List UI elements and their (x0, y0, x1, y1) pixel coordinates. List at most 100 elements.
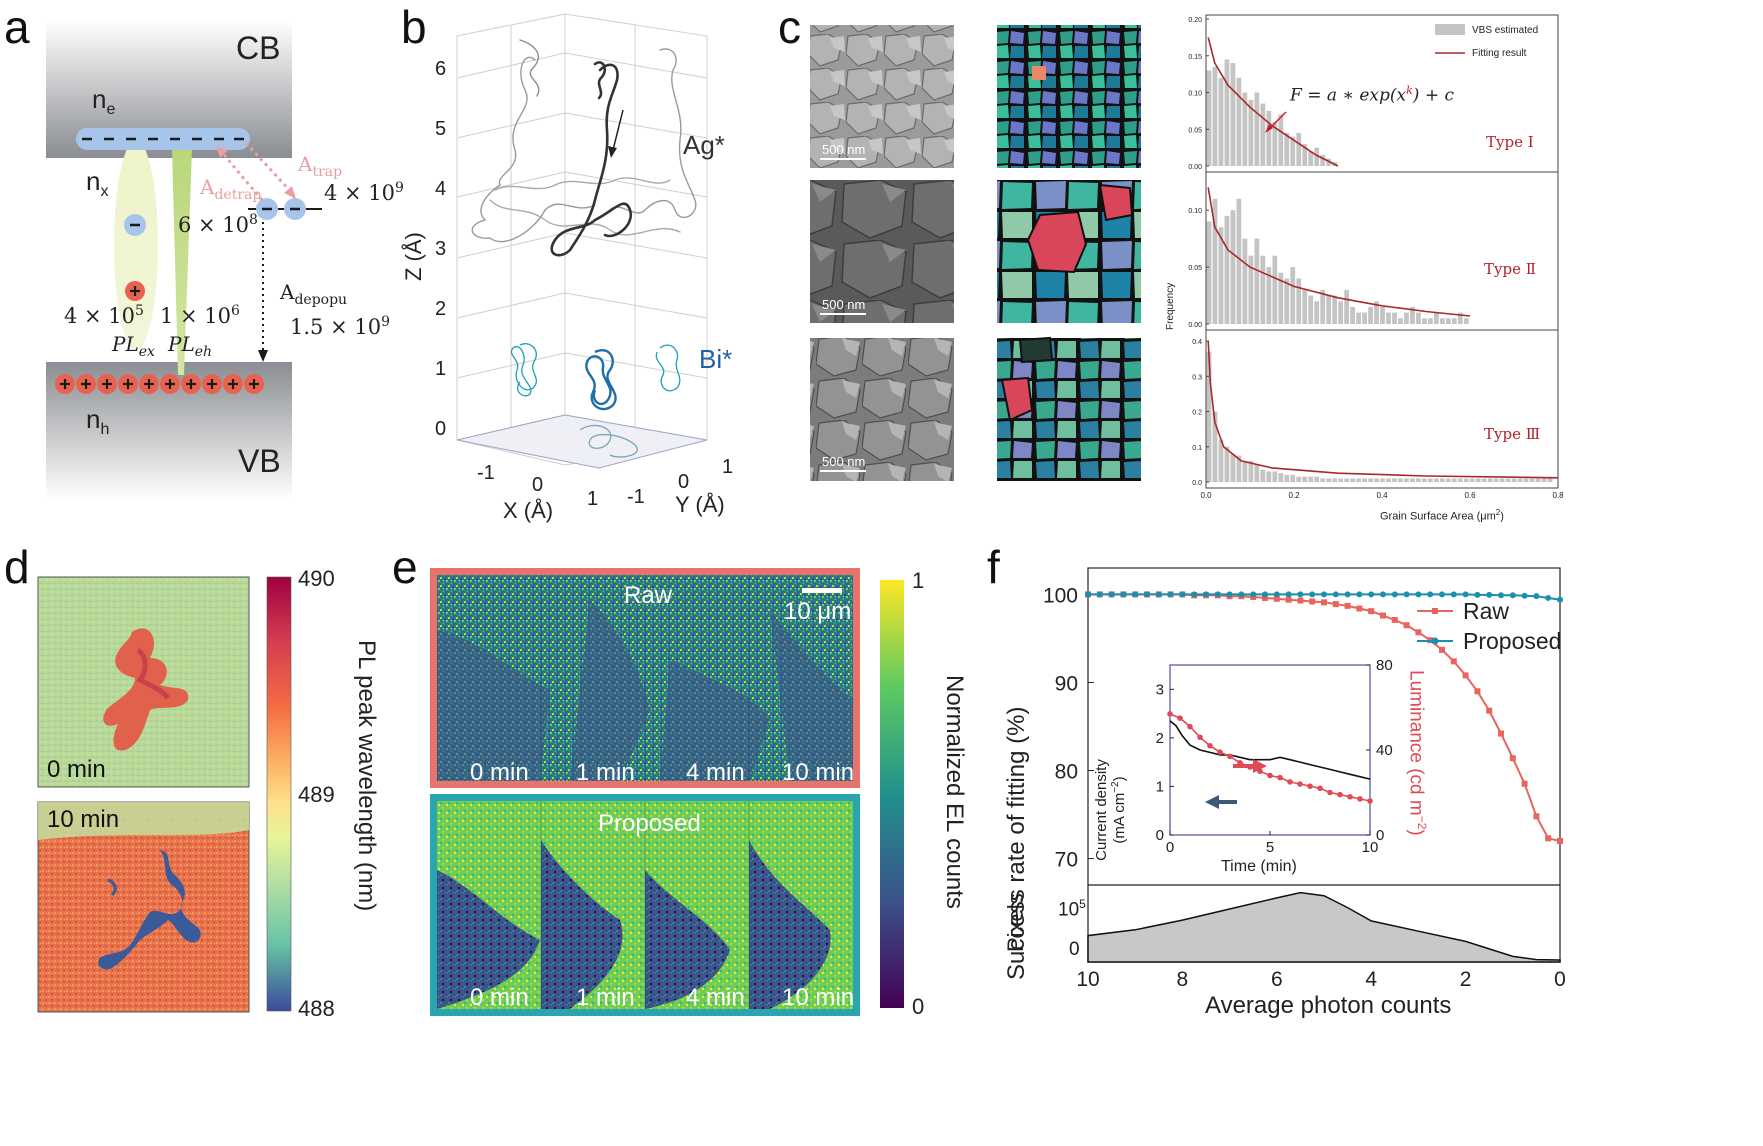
hist-bar (1278, 473, 1284, 482)
type-1-label: Type Ⅰ (1486, 133, 1534, 151)
raw-point (1309, 598, 1316, 605)
hist-bar (1392, 312, 1397, 324)
f-xlabel: Average photon counts (1205, 992, 1452, 1019)
c-xlabel: Grain Surface Area (μm2) (1380, 508, 1504, 523)
y-tick-2: 1 (722, 456, 734, 478)
hist-bar (1212, 66, 1218, 166)
hist-bar (1266, 471, 1272, 482)
hist-bar (1475, 478, 1481, 482)
luminance-point (1197, 734, 1203, 741)
hist-bar (1260, 103, 1266, 166)
hist-bar (1463, 478, 1469, 482)
trajectory-plot (456, 13, 708, 469)
proposed-time-3: 10 min (782, 984, 855, 1011)
e-cb-tick-0: 0 (912, 994, 925, 1019)
hist-bar (1499, 478, 1505, 482)
raw-point (1521, 780, 1528, 787)
raw-point (1486, 707, 1493, 714)
hist-bar (1445, 318, 1451, 324)
panel-a: a (0, 0, 404, 510)
bi-label: Bi* (699, 344, 733, 374)
f-y-tick-label: 80 (1055, 761, 1078, 784)
hist-bar (1398, 478, 1403, 482)
scale-label: 10 μm (784, 598, 852, 625)
raw-time-0: 0 min (470, 759, 529, 786)
z-tick-1: 1 (435, 358, 447, 380)
hist-bar (1428, 318, 1433, 324)
y-axis-label: Y (Å) (675, 492, 725, 517)
hist-bar (1326, 158, 1332, 166)
hist-bar (1469, 478, 1475, 482)
hist-bar (1236, 455, 1242, 482)
panel-d: d (0, 540, 395, 1146)
z-tick-3: 3 (435, 238, 447, 260)
hist-bar (1350, 306, 1355, 324)
proposed-point (1297, 591, 1304, 598)
panel-letter-e: e (392, 541, 418, 593)
f-y-tick-label: 100 (1043, 584, 1078, 607)
hist-bar (1332, 478, 1338, 482)
micrographs (810, 25, 1141, 481)
hist-bar (1362, 478, 1367, 482)
hist-bar (1260, 255, 1266, 324)
proposed-point (1474, 591, 1481, 598)
f-x-tick-label: 2 (1460, 968, 1472, 991)
hist-bar (1386, 312, 1391, 324)
z-tick-6: 6 (435, 58, 447, 80)
raw-point (1391, 616, 1398, 623)
cb-electrons (76, 128, 250, 150)
hist-bar (1302, 476, 1308, 482)
inset-x-tick-label: 0 (1166, 839, 1174, 856)
plex-value: 4 × 105 (64, 303, 144, 328)
raw-point (1474, 688, 1481, 695)
proposed-point (1179, 591, 1186, 598)
proposed-point (1545, 594, 1552, 601)
hist-bar (1272, 471, 1278, 482)
f-x-tick-label: 8 (1177, 968, 1189, 991)
hist-bar (1230, 210, 1236, 324)
x-tick-1: 0 (532, 474, 544, 496)
proposed-point (1132, 591, 1139, 598)
scale-label-1: 500 nm (822, 142, 866, 157)
hist-bar (1260, 469, 1266, 482)
y-tick-label: 0.2 (1192, 410, 1202, 417)
luminance-point (1267, 772, 1273, 779)
hist-bar (1374, 478, 1379, 482)
hist-bar (1218, 227, 1224, 324)
hist-bar (1487, 478, 1493, 482)
x-tick-0: -1 (477, 462, 495, 484)
proposed-point (1356, 591, 1363, 598)
panel-letter-b: b (401, 1, 427, 53)
ag-label: Ag* (683, 130, 725, 160)
x-axis-label: X (Å) (503, 498, 554, 523)
raw-point (1356, 605, 1363, 612)
inset-x-tick-label: 10 (1362, 839, 1379, 856)
hist-bar (1236, 77, 1242, 166)
raw-point (1439, 646, 1445, 653)
hist-bar (1433, 312, 1439, 324)
panel-letter-a: a (4, 1, 30, 53)
inset-ylabel: Current density (mA cm−2) (1093, 759, 1128, 861)
hist-bar (1254, 92, 1260, 166)
sem-image-2 (810, 180, 954, 323)
vb-holes (55, 374, 264, 394)
hist-bar (1332, 295, 1338, 324)
y-tick-label: 0.0 (1192, 480, 1202, 487)
y-tick-label: 0.4 (1192, 339, 1202, 346)
luminance-point (1277, 774, 1283, 781)
d-cb-tick-490: 490 (298, 566, 335, 591)
luminance-point (1337, 791, 1343, 798)
hist-bar (1320, 289, 1326, 324)
hist-bar (1206, 351, 1212, 482)
eh-beam (172, 148, 192, 375)
ne-label: ne (92, 84, 116, 119)
proposed-point (1380, 591, 1386, 598)
hist-bar (1493, 478, 1499, 482)
proposed-point (1439, 591, 1445, 598)
inset-y-tick-label: 2 (1156, 730, 1164, 747)
hist-bar (1212, 411, 1218, 482)
proposed-point (1486, 591, 1493, 598)
pl-map-10min (37, 801, 250, 1013)
x-tick-label: 0.2 (1288, 491, 1300, 500)
